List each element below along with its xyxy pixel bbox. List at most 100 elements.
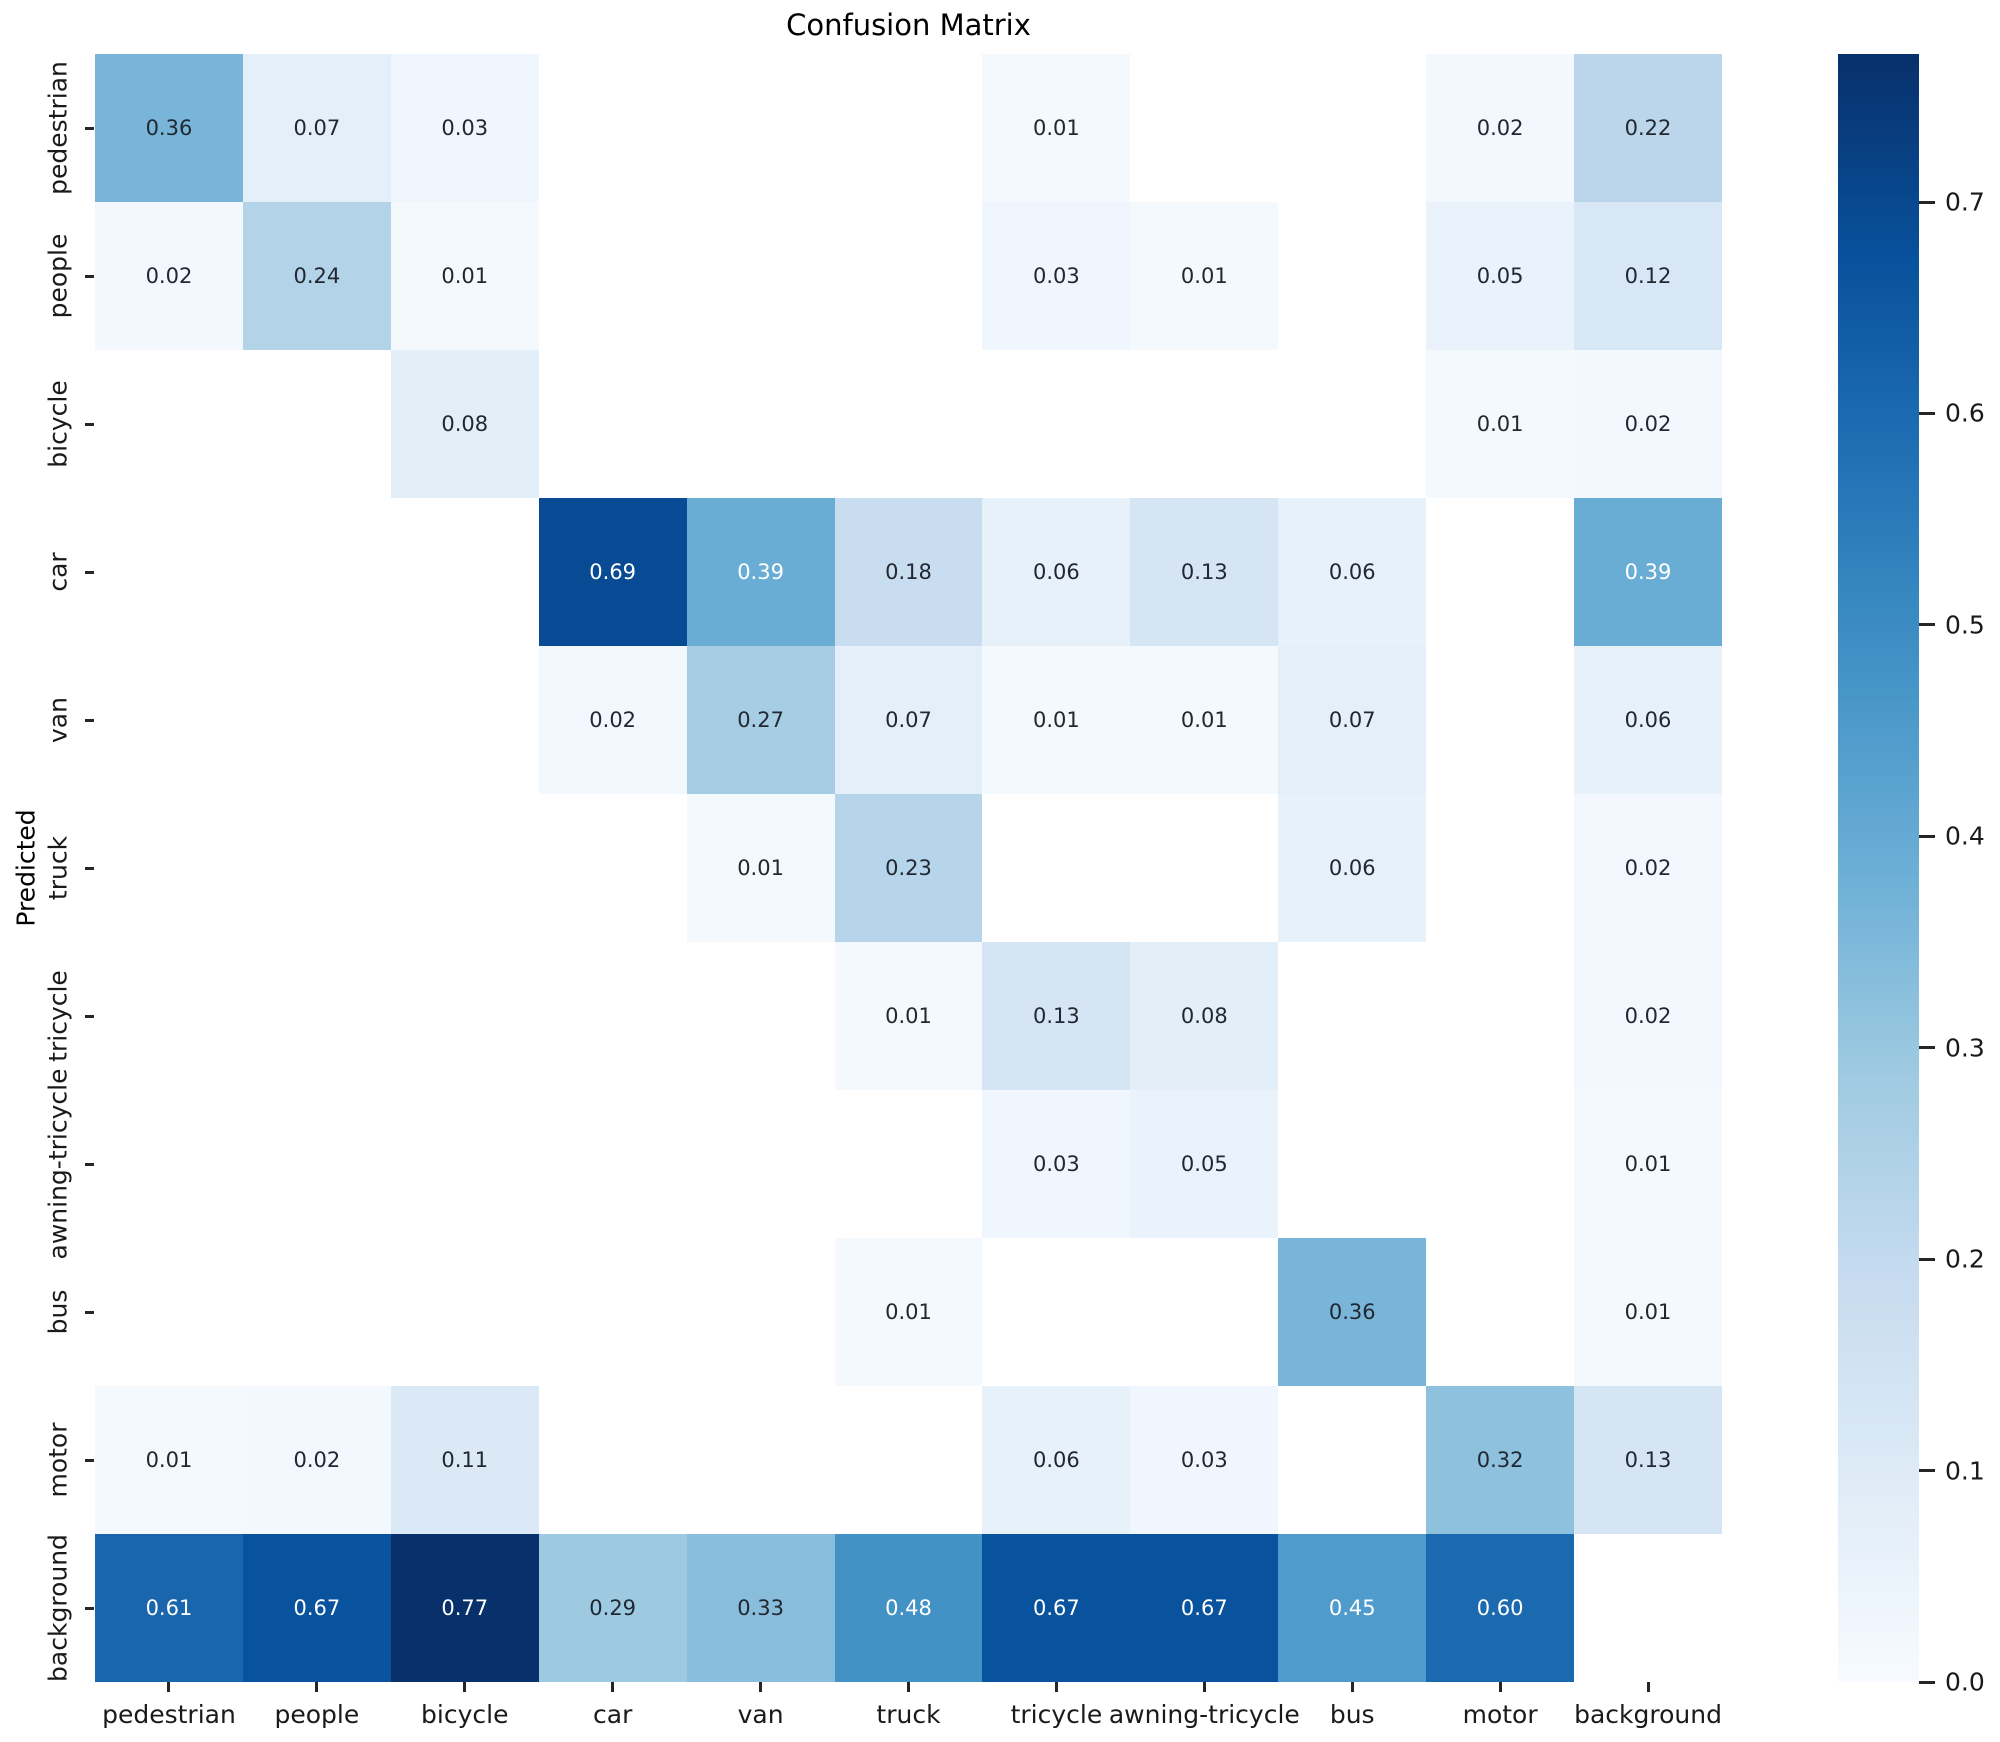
- colorbar-gradient: [1838, 54, 1919, 1682]
- x-tick-mark: [1350, 1682, 1354, 1692]
- colorbar-tick-label-0.1: 0.1: [1945, 1456, 1985, 1486]
- heatmap-cell-van-bus: 0.07: [1278, 646, 1427, 794]
- heatmap-cell-pedestrian-bicycle: 0.03: [390, 54, 539, 202]
- heatmap-cell-bicycle-bus: [1278, 350, 1427, 498]
- heatmap-grid: 0.36 0.07 0.03 0.01 0.02 0.22 0.02 0.24 0.01 0.03…: [95, 54, 1722, 1682]
- heatmap-cell-motor-motor: 0.32: [1426, 1386, 1575, 1534]
- heatmap-cell-tricycle-motor: [1426, 942, 1575, 1090]
- x-tick-mark: [611, 1682, 615, 1692]
- heatmap-cell-motor-people: 0.02: [242, 1386, 391, 1534]
- heatmap-cell-people-truck: [834, 202, 983, 350]
- y-tick-mark: [85, 422, 94, 426]
- heatmap-cell-van-background: 0.06: [1574, 646, 1722, 794]
- heatmap-cell-motor-background: 0.13: [1574, 1386, 1722, 1534]
- heatmap-cell-tricycle-bicycle: [390, 942, 539, 1090]
- colorbar-tick-label-0.2: 0.2: [1945, 1244, 1985, 1274]
- heatmap-cell-people-background: 0.12: [1574, 202, 1722, 350]
- y-tick-mark: [85, 1014, 94, 1018]
- heatmap-cell-bicycle-car: [538, 350, 687, 498]
- heatmap-cell-awning-tricycle-truck: [834, 1090, 983, 1238]
- chart-title: Confusion Matrix: [786, 8, 1031, 42]
- heatmap-cell-pedestrian-car: [538, 54, 687, 202]
- heatmap-cell-truck-van: 0.01: [686, 794, 835, 942]
- y-tick-label-text: bicycle: [43, 380, 73, 468]
- x-tick-mark: [315, 1682, 319, 1692]
- heatmap-cell-bus-bicycle: [390, 1238, 539, 1386]
- y-tick-mark: [85, 1606, 94, 1610]
- y-tick-label-text: car: [43, 552, 73, 592]
- heatmap-cell-truck-truck: 0.23: [834, 794, 983, 942]
- heatmap-cell-pedestrian-background: 0.22: [1574, 54, 1722, 202]
- heatmap-cell-people-motor: 0.05: [1426, 202, 1575, 350]
- colorbar-tick-mark: [1919, 834, 1935, 838]
- x-tick-mark: [759, 1682, 763, 1692]
- colorbar-tick-mark: [1919, 200, 1935, 204]
- heatmap-cell-car-motor: [1426, 498, 1575, 646]
- y-tick-label-text: truck: [43, 835, 73, 901]
- heatmap-cell-background-bus: 0.45: [1278, 1534, 1427, 1682]
- x-tick-label-text: pedestrian: [102, 1700, 236, 1729]
- heatmap-cell-tricycle-truck: 0.01: [834, 942, 983, 1090]
- heatmap-cell-people-tricycle: 0.03: [982, 202, 1131, 350]
- heatmap-cell-awning-tricycle-van: [686, 1090, 835, 1238]
- colorbar-tick-mark: [1919, 1257, 1935, 1261]
- heatmap-cell-truck-motor: [1426, 794, 1575, 942]
- heatmap-cell-tricycle-van: [686, 942, 835, 1090]
- x-tick-mark: [1202, 1682, 1206, 1692]
- heatmap-cell-bicycle-motor: 0.01: [1426, 350, 1575, 498]
- heatmap-cell-awning-tricycle-bicycle: [390, 1090, 539, 1238]
- heatmap-cell-van-bicycle: [390, 646, 539, 794]
- x-tick-mark: [907, 1682, 910, 1692]
- x-tick-label-text: motor: [1462, 1700, 1538, 1729]
- heatmap-cell-van-van: 0.27: [686, 646, 835, 794]
- heatmap-cell-awning-tricycle-awning-tricycle: 0.05: [1130, 1090, 1279, 1238]
- heatmap-cell-car-truck: 0.18: [834, 498, 983, 646]
- y-tick-label-text: pedestrian: [43, 61, 73, 195]
- heatmap-cell-people-bicycle: 0.01: [390, 202, 539, 350]
- heatmap-cell-bus-car: [538, 1238, 687, 1386]
- heatmap-cell-tricycle-people: [242, 942, 391, 1090]
- heatmap-cell-motor-van: [686, 1386, 835, 1534]
- x-tick-label-text: bus: [1329, 1700, 1375, 1729]
- x-tick-mark: [1054, 1682, 1058, 1692]
- heatmap-cell-bus-background: 0.01: [1574, 1238, 1722, 1386]
- x-tick-mark: [463, 1682, 467, 1692]
- heatmap-cell-van-awning-tricycle: 0.01: [1130, 646, 1279, 794]
- heatmap-cell-tricycle-car: [538, 942, 687, 1090]
- heatmap-cell-bicycle-pedestrian: [95, 350, 243, 498]
- heatmap-cell-van-people: [242, 646, 391, 794]
- heatmap-cell-awning-tricycle-motor: [1426, 1090, 1575, 1238]
- y-tick-mark: [85, 1458, 94, 1462]
- heatmap-cell-bicycle-truck: [834, 350, 983, 498]
- heatmap-cell-motor-truck: [834, 1386, 983, 1534]
- heatmap-cell-truck-people: [242, 794, 391, 942]
- heatmap-cell-truck-awning-tricycle: [1130, 794, 1279, 942]
- heatmap-cell-motor-tricycle: 0.06: [982, 1386, 1131, 1534]
- heatmap-cell-car-awning-tricycle: 0.13: [1130, 498, 1279, 646]
- heatmap-cell-van-tricycle: 0.01: [982, 646, 1131, 794]
- colorbar-tick-mark: [1919, 623, 1935, 627]
- y-tick-label-text: van: [43, 697, 73, 743]
- x-tick-mark: [1646, 1682, 1650, 1692]
- heatmap-cell-background-pedestrian: 0.61: [95, 1534, 243, 1682]
- heatmap-cell-pedestrian-truck: [834, 54, 983, 202]
- colorbar-tick-mark: [1919, 1469, 1935, 1473]
- heatmap-cell-van-pedestrian: [95, 646, 243, 794]
- heatmap-cell-motor-bus: [1278, 1386, 1427, 1534]
- heatmap-cell-bicycle-awning-tricycle: [1130, 350, 1279, 498]
- y-tick-label-text: awning-tricycle: [43, 1068, 73, 1260]
- heatmap-cell-pedestrian-tricycle: 0.01: [982, 54, 1131, 202]
- y-tick-label-text: motor: [43, 1422, 73, 1498]
- heatmap-cell-car-bicycle: [390, 498, 539, 646]
- heatmap-cell-truck-pedestrian: [95, 794, 243, 942]
- y-tick-label-text: bus: [43, 1289, 73, 1335]
- heatmap-cell-people-bus: [1278, 202, 1427, 350]
- colorbar-tick-mark: [1919, 1680, 1935, 1684]
- heatmap-cell-people-people: 0.24: [242, 202, 391, 350]
- heatmap-cell-people-van: [686, 202, 835, 350]
- heatmap-cell-motor-pedestrian: 0.01: [95, 1386, 243, 1534]
- heatmap-cell-truck-background: 0.02: [1574, 794, 1722, 942]
- heatmap-cell-truck-bicycle: [390, 794, 539, 942]
- heatmap-cell-motor-awning-tricycle: 0.03: [1130, 1386, 1279, 1534]
